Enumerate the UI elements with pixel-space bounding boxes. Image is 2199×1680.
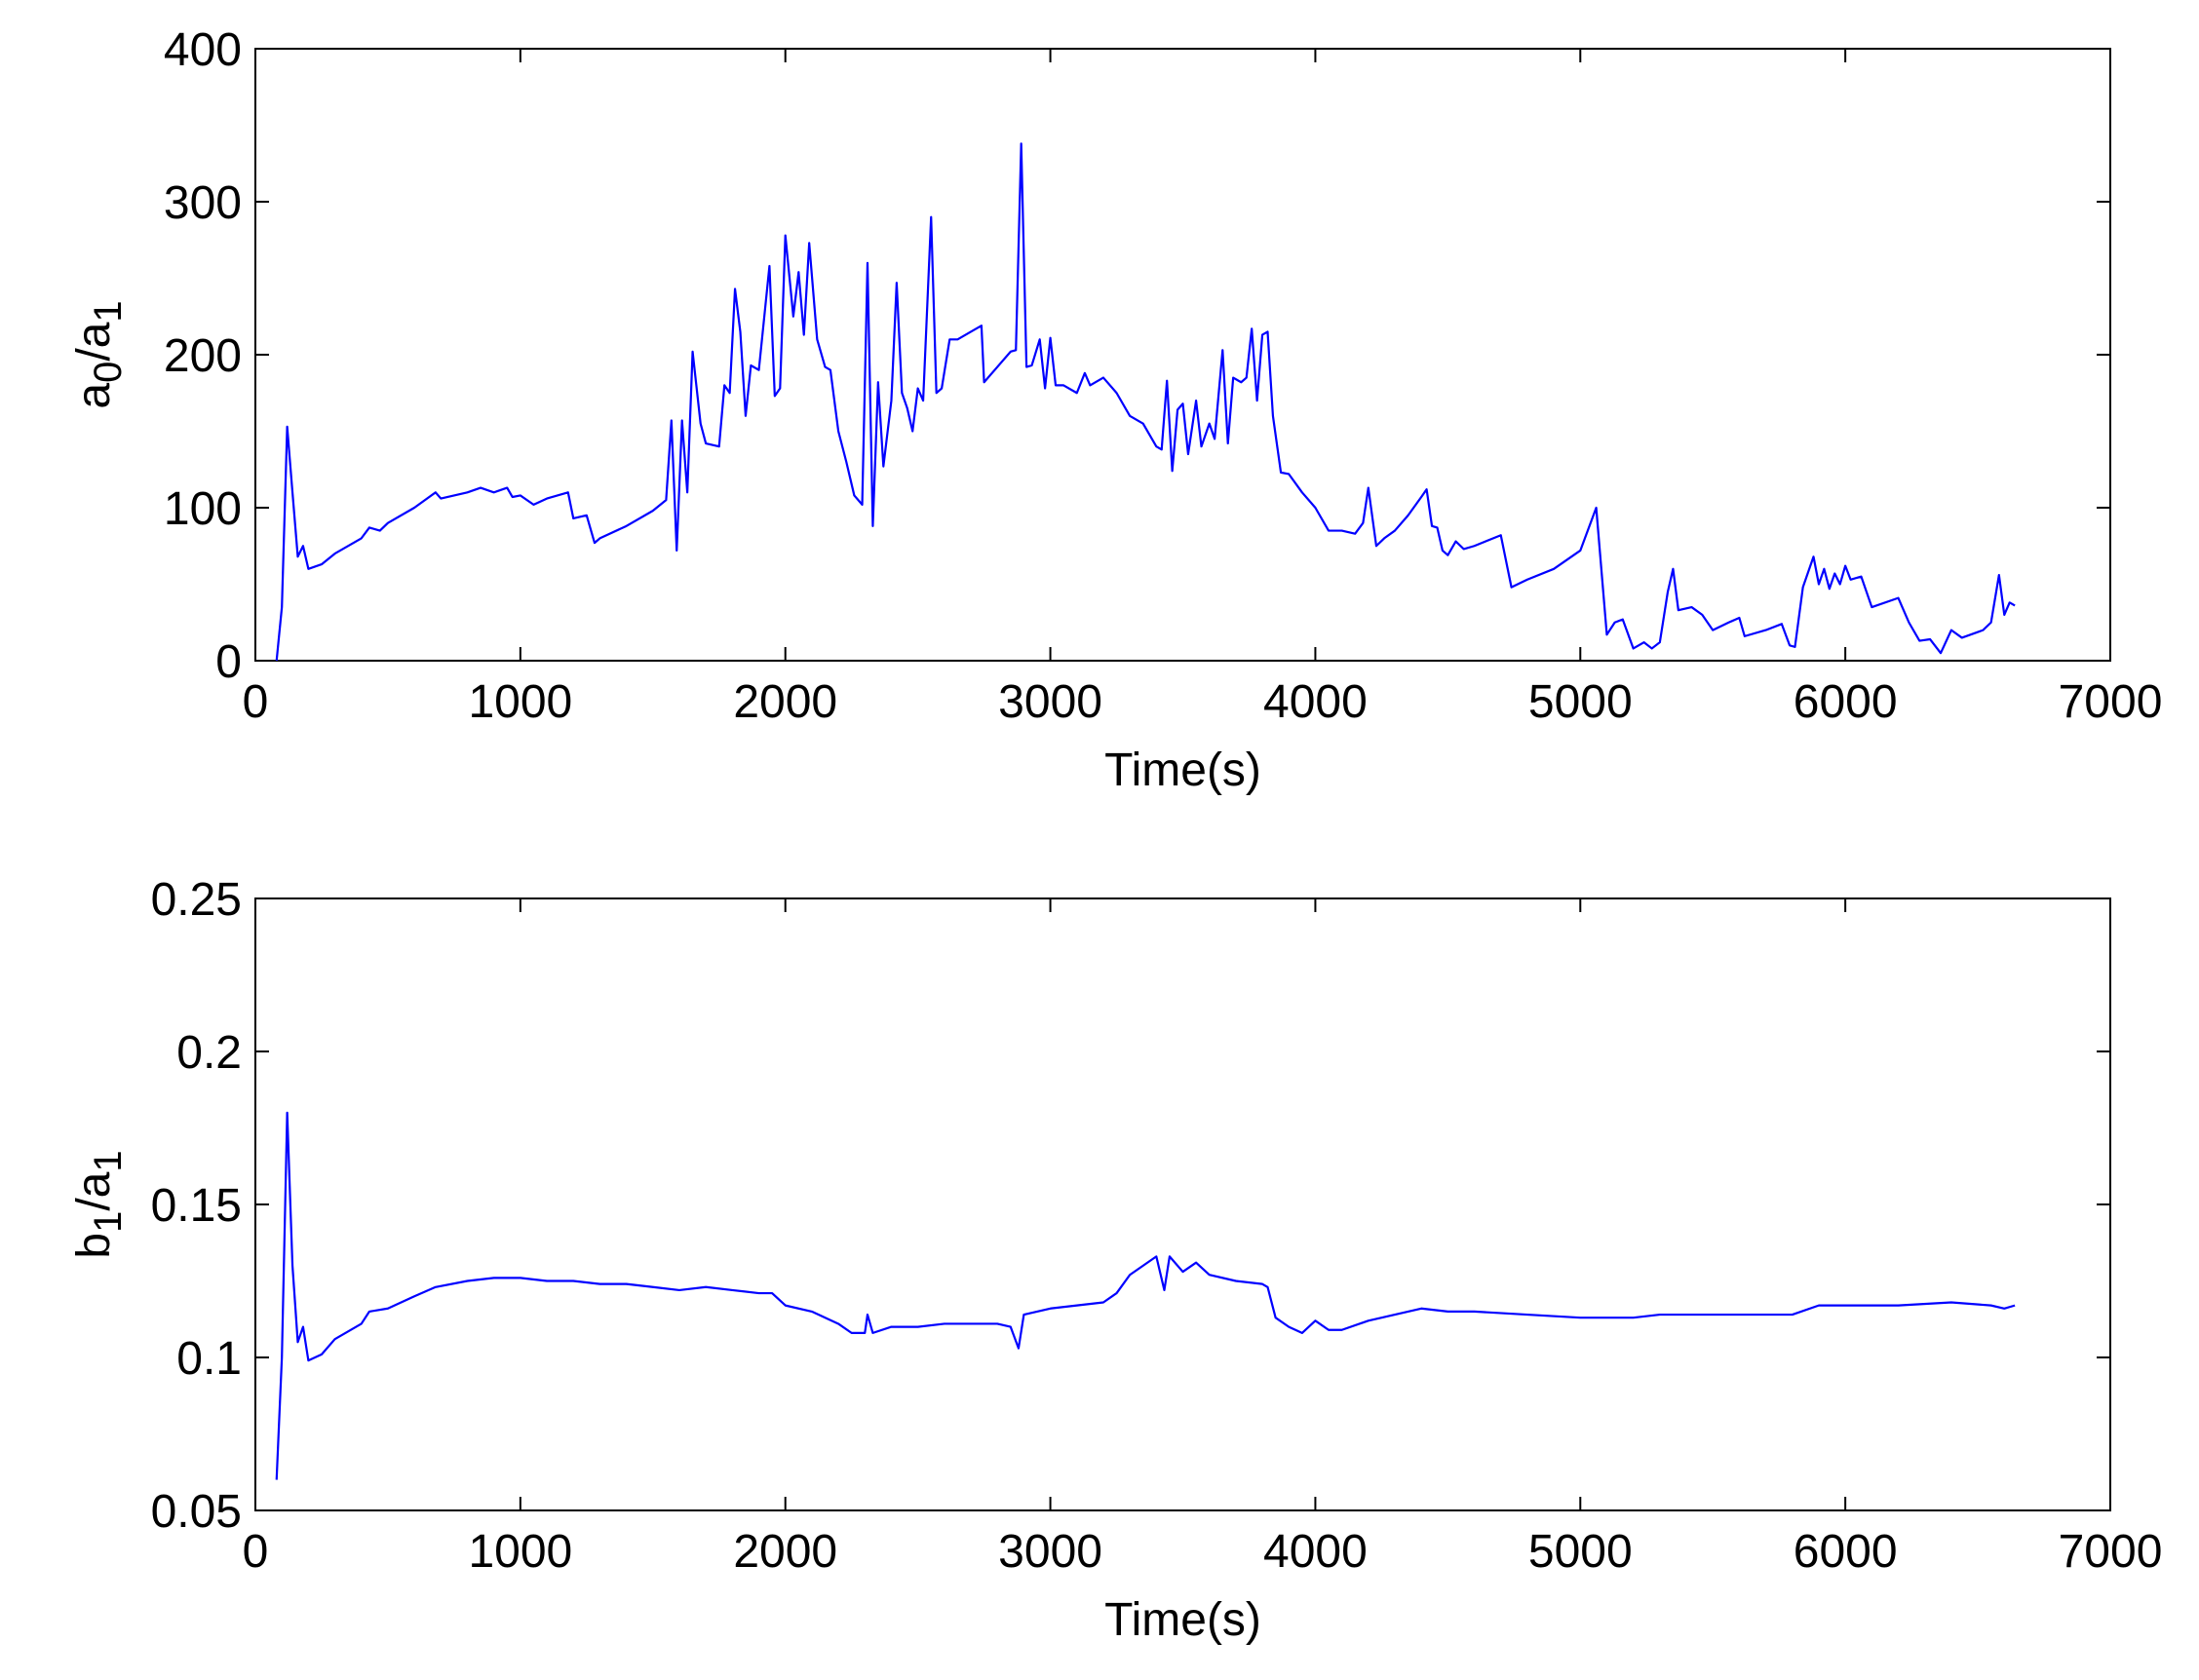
plot-frame <box>254 48 2111 662</box>
y-axis-label-part: 1 <box>87 1150 130 1171</box>
y-tick-label: 0.2 <box>176 1027 242 1079</box>
y-tick-label: 0 <box>215 636 242 688</box>
y-axis-label-part: / <box>68 1198 120 1211</box>
y-tick-label: 0.05 <box>151 1486 242 1538</box>
y-axis-label-part: b <box>68 1233 120 1259</box>
x-tick-label: 5000 <box>1528 676 1633 728</box>
y-axis-label: b1/a1 <box>68 1150 130 1258</box>
y-axis-label-part: 1 <box>87 300 130 322</box>
y-axis-label: a0/a1 <box>68 300 130 408</box>
y-tick-label: 0.25 <box>151 874 242 926</box>
y-tick-label: 200 <box>164 330 242 382</box>
y-tick-label: 100 <box>164 483 242 535</box>
x-tick-label: 0 <box>243 1526 269 1578</box>
data-line <box>275 142 2016 662</box>
x-tick-label: 5000 <box>1528 1526 1633 1578</box>
x-tick-label: 6000 <box>1794 1526 1898 1578</box>
x-tick-label: 3000 <box>998 1526 1102 1578</box>
y-axis-label-part: 0 <box>87 362 130 383</box>
x-axis-label: Time(s) <box>1104 1594 1261 1646</box>
y-axis-label-part: a <box>68 383 120 409</box>
data-line <box>275 1111 2016 1480</box>
x-tick-label: 7000 <box>2059 1526 2163 1578</box>
x-tick-label: 0 <box>243 676 269 728</box>
y-tick-label: 0.1 <box>176 1333 242 1385</box>
x-axis-label: Time(s) <box>1104 745 1261 796</box>
x-tick-label: 2000 <box>733 676 837 728</box>
x-tick-label: 4000 <box>1263 1526 1368 1578</box>
x-tick-label: 3000 <box>998 676 1102 728</box>
x-tick-label: 2000 <box>733 1526 837 1578</box>
x-tick-label: 1000 <box>468 1526 572 1578</box>
x-tick-label: 7000 <box>2059 676 2163 728</box>
y-tick-label: 0.15 <box>151 1180 242 1232</box>
x-tick-label: 6000 <box>1794 676 1898 728</box>
y-axis-label-part: / <box>68 348 120 362</box>
x-tick-label: 1000 <box>468 676 572 728</box>
y-axis-label-part: a <box>68 322 120 348</box>
y-tick-label: 400 <box>164 24 242 76</box>
x-tick-label: 4000 <box>1263 676 1368 728</box>
plot-frame <box>254 897 2111 1511</box>
y-tick-label: 300 <box>164 177 242 229</box>
y-axis-label-part: 1 <box>87 1211 130 1233</box>
y-axis-label-part: a <box>68 1171 120 1198</box>
